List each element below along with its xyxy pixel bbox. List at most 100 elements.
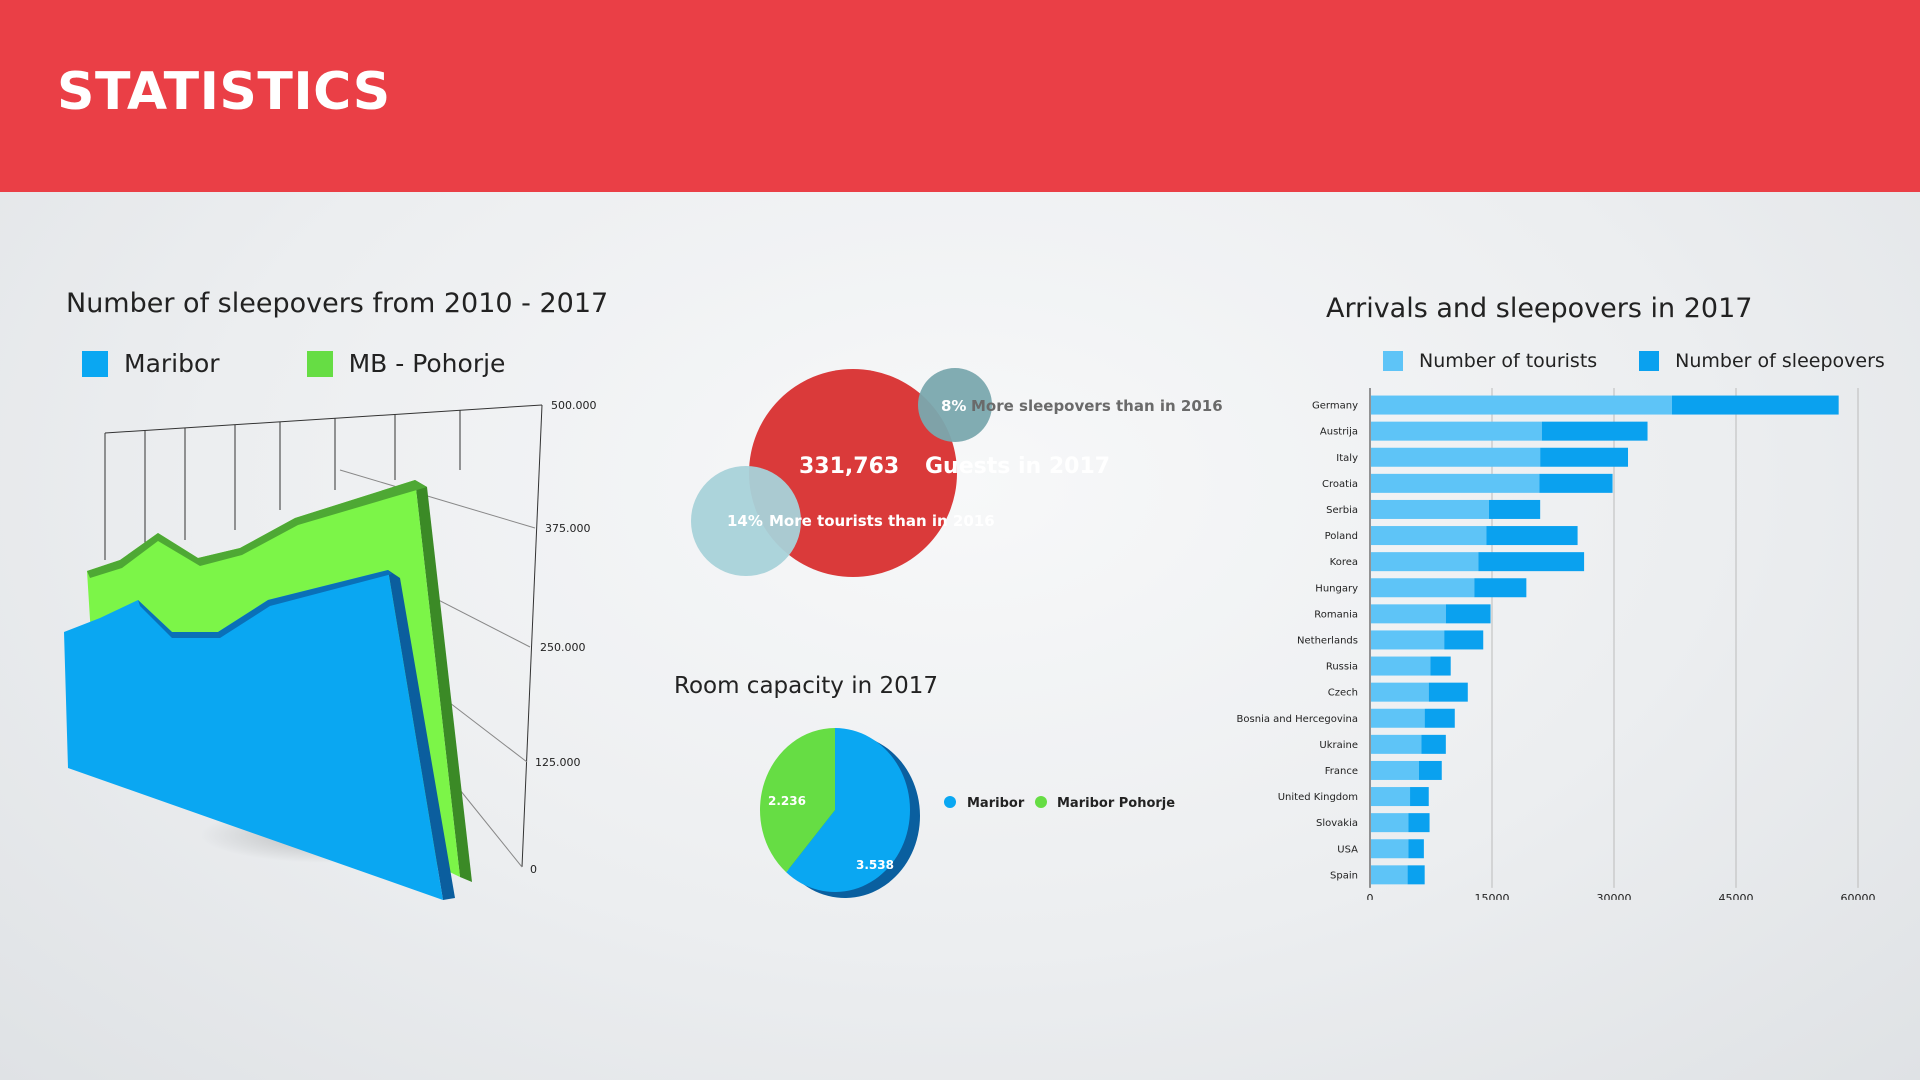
bar-sleepovers [1541,421,1648,441]
category-label: Italy [1336,453,1358,464]
legend-item-sleepovers: Number of sleepovers [1639,350,1885,372]
bar-tourists [1371,395,1672,415]
bar-sleepovers [1408,839,1424,859]
bar-sleepovers [1407,865,1425,885]
pie-slice-pohorje [760,728,835,873]
pohorje-side [415,480,472,882]
header-banner: STATISTICS [0,0,1920,192]
bar-sleepovers [1478,552,1585,572]
y-tick-125: 125.000 [535,756,581,769]
bar-tourists [1371,682,1429,702]
bar-tourists [1371,447,1541,467]
bar-sleepovers [1408,813,1430,833]
bar-sleepovers [1540,447,1629,467]
bar-chart-legend: Number of tourists Number of sleepovers [1383,350,1885,372]
bar-sleepovers [1410,787,1429,807]
category-label: Spain [1330,870,1358,881]
category-label: Hungary [1315,583,1358,594]
x-tick-label: 60000 [1841,892,1876,900]
bar-tourists [1371,734,1422,754]
bar-tourists [1371,839,1409,859]
legend-item-pohorje: MB - Pohorje [306,349,505,378]
legend-swatch-maribor [82,350,108,377]
maribor-area [64,570,443,900]
legend-swatch-tourists [1383,351,1403,371]
legend-swatch-sleepovers [1639,351,1660,371]
bubble-main [749,369,957,577]
pie-legend-maribor: Maribor [967,796,1025,811]
pie-legend-dot-pohorje [1035,796,1047,808]
bubble-tourists-label: More tourists than in 2016 [769,512,995,530]
bar-tourists [1371,473,1540,493]
legend-label-maribor: Maribor [124,349,220,378]
area-grid [104,404,543,868]
bar-tourists [1371,604,1446,624]
pie-slices [760,728,920,898]
bar-chart: 0 15000 30000 45000 60000 Germany Austrija Ital… [1237,388,1876,900]
pie-label-maribor: 3.538 [856,858,894,872]
category-label: Russia [1326,662,1358,673]
legend-item-tourists: Number of tourists [1383,350,1597,372]
bubble-main-value: 331,763 [799,454,899,479]
bubble-main-label: Guests in 2017 [925,454,1110,479]
category-label: Germany [1312,401,1358,412]
y-tick-500: 500.000 [551,399,597,412]
category-label: Korea [1330,557,1358,568]
y-tick-375: 375.000 [545,522,591,535]
pie-legend-pohorje: Maribor Pohorje [1057,796,1175,811]
x-tick-label: 45000 [1719,892,1754,900]
category-label: France [1325,766,1358,777]
category-label: Austrija [1320,427,1358,438]
category-label: Bosnia and Hercegovina [1237,714,1358,725]
bar-tourists [1371,630,1445,650]
bar-sleepovers [1418,760,1442,780]
grid-right-axis [521,404,543,868]
category-label: Ukraine [1319,740,1358,751]
grid-line-375 [339,469,536,529]
category-label: Croatia [1322,479,1358,490]
category-label: Romania [1314,609,1358,620]
bar-tourists [1371,499,1489,519]
grid-top-line [104,404,543,434]
bar-sleepovers [1424,708,1455,728]
grid-line-0 [459,789,523,868]
bar-tourists [1371,760,1419,780]
pie-label-pohorje: 2.236 [768,794,806,808]
bubble-sleepovers [918,368,992,442]
bar-sleepovers [1488,499,1541,519]
bubble-sleepovers-label: More sleepovers than in 2016 [971,397,1223,415]
bar-tourists [1371,526,1487,546]
bar-tourists [1371,421,1542,441]
bar-sleepovers [1421,734,1446,754]
bar-sleepovers [1430,656,1451,676]
bar-tourists [1371,656,1431,676]
bubble-chart: 331,763 Guests in 2017 8% More sleepover… [691,368,1223,577]
pie-slice-maribor [786,728,910,892]
legend-swatch-pohorje [306,350,333,377]
category-label: Serbia [1326,505,1358,516]
page-title: STATISTICS [57,62,391,122]
pie-chart: 3.538 2.236 Maribor Maribor Pohorje [760,728,1175,898]
bar-sleepovers [1539,473,1613,493]
pie-legend-dot-maribor [944,796,956,808]
bar-tourists [1371,865,1408,885]
bar-tourists [1371,552,1479,572]
bar-tourists [1371,813,1409,833]
bar-sleepovers [1671,395,1839,415]
bar-tourists [1371,787,1411,807]
category-label: Czech [1328,688,1358,699]
legend-item-maribor: Maribor [82,349,220,378]
area-chart-title: Number of sleepovers from 2010 - 2017 [66,288,609,319]
bar-sleepovers [1445,604,1491,624]
maribor-side [388,570,455,900]
category-label: USA [1337,844,1358,855]
area-chart-legend: Maribor MB - Pohorje [82,349,505,378]
bar-chart-title: Arrivals and sleepovers in 2017 [1326,293,1753,324]
bar-sleepovers [1486,526,1578,546]
y-tick-250: 250.000 [540,641,586,654]
bar-tourists [1371,578,1475,598]
pohorje-top-edge [87,480,427,578]
area-chart: 500.000 375.000 250.000 125.000 0 [64,399,597,900]
category-label: Netherlands [1297,635,1358,646]
x-tick-label: 0 [1367,892,1374,900]
